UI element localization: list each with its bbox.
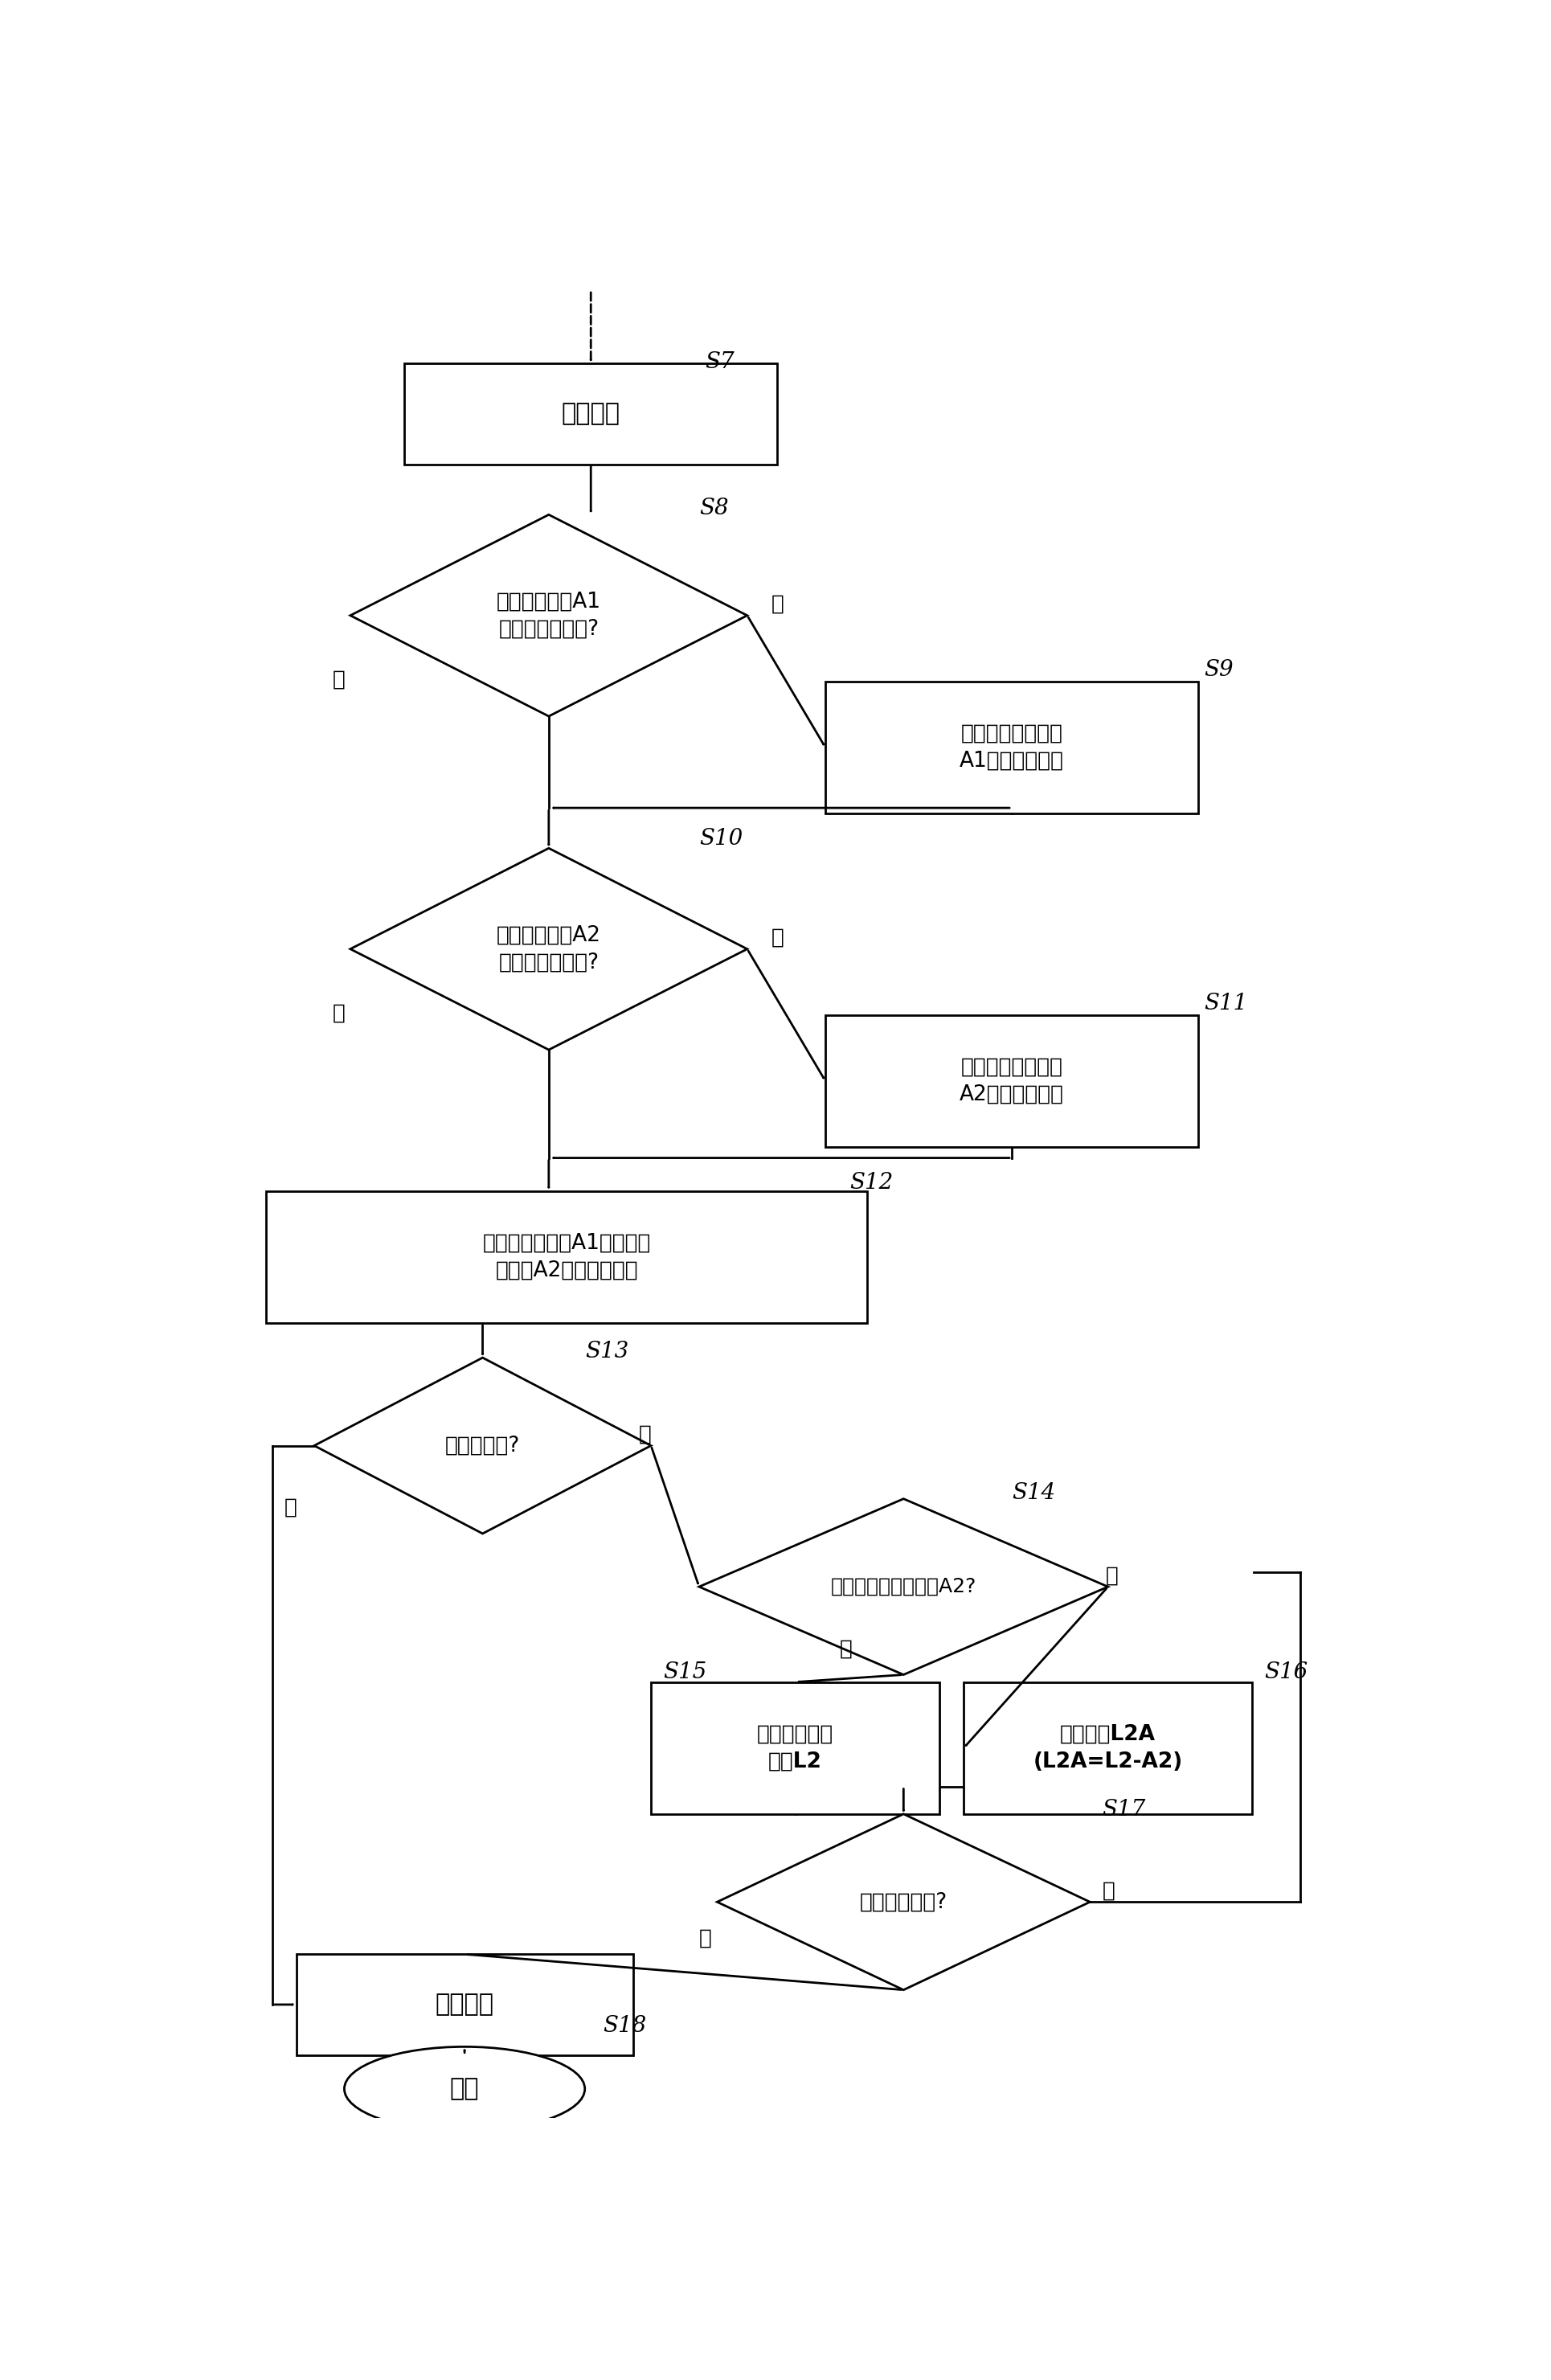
Text: S11: S11 bbox=[1204, 992, 1247, 1014]
Polygon shape bbox=[698, 1499, 1107, 1676]
FancyBboxPatch shape bbox=[296, 1954, 633, 2054]
Text: S9: S9 bbox=[1204, 659, 1233, 681]
Polygon shape bbox=[351, 847, 748, 1050]
Text: 是: 是 bbox=[771, 928, 783, 947]
Text: S16: S16 bbox=[1264, 1661, 1307, 1683]
Text: 否: 否 bbox=[284, 1497, 296, 1518]
FancyBboxPatch shape bbox=[963, 1683, 1252, 1814]
FancyBboxPatch shape bbox=[405, 364, 777, 464]
Text: 是: 是 bbox=[698, 1928, 712, 1949]
Ellipse shape bbox=[344, 2047, 585, 2130]
Text: 是: 是 bbox=[639, 1423, 651, 1445]
Text: 下游侧超出量A2
是否产生或增加?: 下游侧超出量A2 是否产生或增加? bbox=[496, 926, 600, 973]
Text: 算出下游侧超出量
A2而设定或更新: 算出下游侧超出量 A2而设定或更新 bbox=[959, 1057, 1064, 1104]
FancyBboxPatch shape bbox=[651, 1683, 940, 1814]
FancyBboxPatch shape bbox=[267, 1190, 867, 1323]
Text: 算出上游侧超出量
A1而设定或更新: 算出上游侧超出量 A1而设定或更新 bbox=[959, 724, 1064, 771]
Text: 否: 否 bbox=[332, 669, 344, 690]
Text: 否: 否 bbox=[839, 1637, 851, 1659]
Text: 待机是否结束?: 待机是否结束? bbox=[859, 1892, 948, 1914]
Text: S8: S8 bbox=[698, 497, 727, 519]
Text: S15: S15 bbox=[662, 1661, 706, 1683]
Text: S14: S14 bbox=[1011, 1483, 1055, 1504]
Text: 搬出基板: 搬出基板 bbox=[434, 1992, 493, 2016]
Polygon shape bbox=[351, 514, 748, 716]
Text: S17: S17 bbox=[1101, 1799, 1145, 1821]
Text: S10: S10 bbox=[698, 828, 743, 850]
Text: 是: 是 bbox=[1104, 1566, 1118, 1585]
Polygon shape bbox=[717, 1814, 1089, 1990]
FancyBboxPatch shape bbox=[825, 1014, 1197, 1147]
Text: 否: 否 bbox=[332, 1002, 344, 1023]
Text: 结束: 结束 bbox=[450, 2078, 479, 2102]
Text: 搬运距离L2A
(L2A=L2-A2): 搬运距离L2A (L2A=L2-A2) bbox=[1033, 1723, 1182, 1773]
Text: 否: 否 bbox=[1101, 1880, 1114, 1902]
Text: S13: S13 bbox=[585, 1340, 628, 1361]
Text: S12: S12 bbox=[848, 1173, 892, 1195]
Text: 安装零件: 安装零件 bbox=[561, 402, 620, 426]
Text: 是否有下游侧超出量A2?: 是否有下游侧超出量A2? bbox=[830, 1578, 976, 1597]
Text: 搬运第二规定
距离L2: 搬运第二规定 距离L2 bbox=[757, 1723, 833, 1773]
FancyBboxPatch shape bbox=[825, 681, 1197, 814]
Text: 上游侧超出量A1
是否产生或增加?: 上游侧超出量A1 是否产生或增加? bbox=[496, 590, 600, 640]
Text: 将上游侧超出量A1及下游侧
超出量A2传递到下游侧: 将上游侧超出量A1及下游侧 超出量A2传递到下游侧 bbox=[482, 1233, 650, 1280]
Text: 是: 是 bbox=[771, 595, 783, 614]
Text: S7: S7 bbox=[704, 352, 734, 374]
Text: S18: S18 bbox=[602, 2016, 647, 2037]
Polygon shape bbox=[313, 1357, 651, 1533]
Text: 是否要待机?: 是否要待机? bbox=[445, 1435, 520, 1457]
